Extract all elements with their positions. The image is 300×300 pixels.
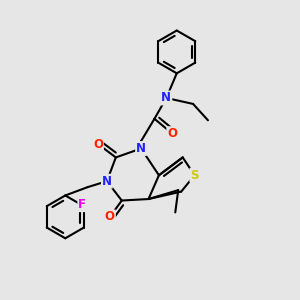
Text: O: O — [93, 138, 103, 151]
Text: F: F — [78, 198, 86, 211]
Text: N: N — [102, 175, 112, 188]
Text: O: O — [167, 127, 177, 140]
Text: N: N — [161, 92, 171, 104]
Text: N: N — [136, 142, 146, 155]
Text: O: O — [105, 210, 115, 224]
Text: S: S — [190, 169, 199, 182]
